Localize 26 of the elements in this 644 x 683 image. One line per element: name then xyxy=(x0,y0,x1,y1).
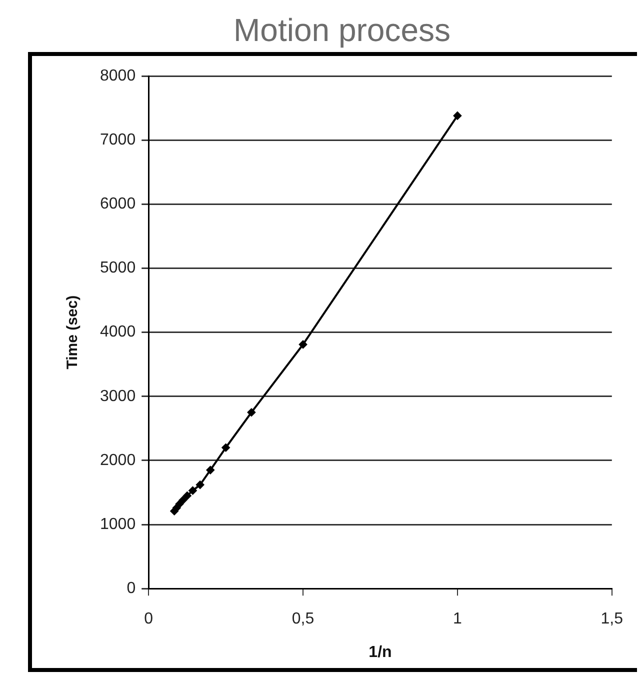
point xyxy=(247,408,256,416)
point xyxy=(222,444,230,452)
x-tick-label: 1,5 xyxy=(600,610,624,628)
point xyxy=(183,492,192,500)
x-tick-label: 1 xyxy=(452,610,462,628)
point xyxy=(206,466,214,474)
y-tick-label: 6000 xyxy=(100,196,136,213)
y-tick-label: 8000 xyxy=(100,67,136,84)
x-tick-label: 0,5 xyxy=(292,610,314,628)
point xyxy=(188,486,197,495)
y-tick-label: 4000 xyxy=(100,324,136,341)
y-tick-label: 1000 xyxy=(100,516,136,533)
y-tick-label: 0 xyxy=(126,580,136,598)
x-tick-label: 0 xyxy=(144,610,154,628)
x-axis-title: 1/n xyxy=(368,644,392,661)
point xyxy=(453,112,462,120)
y-tick-label: 3000 xyxy=(100,388,136,405)
y-axis-title: Time (sec) xyxy=(64,295,82,370)
chart-title: Motion process xyxy=(232,11,452,50)
point xyxy=(299,340,308,348)
point xyxy=(170,507,178,516)
y-tick-label: 5000 xyxy=(100,260,136,277)
point xyxy=(178,496,187,504)
y-tick-label: 7000 xyxy=(100,131,136,148)
point xyxy=(196,480,204,489)
y-tick-label: 2000 xyxy=(100,452,136,469)
